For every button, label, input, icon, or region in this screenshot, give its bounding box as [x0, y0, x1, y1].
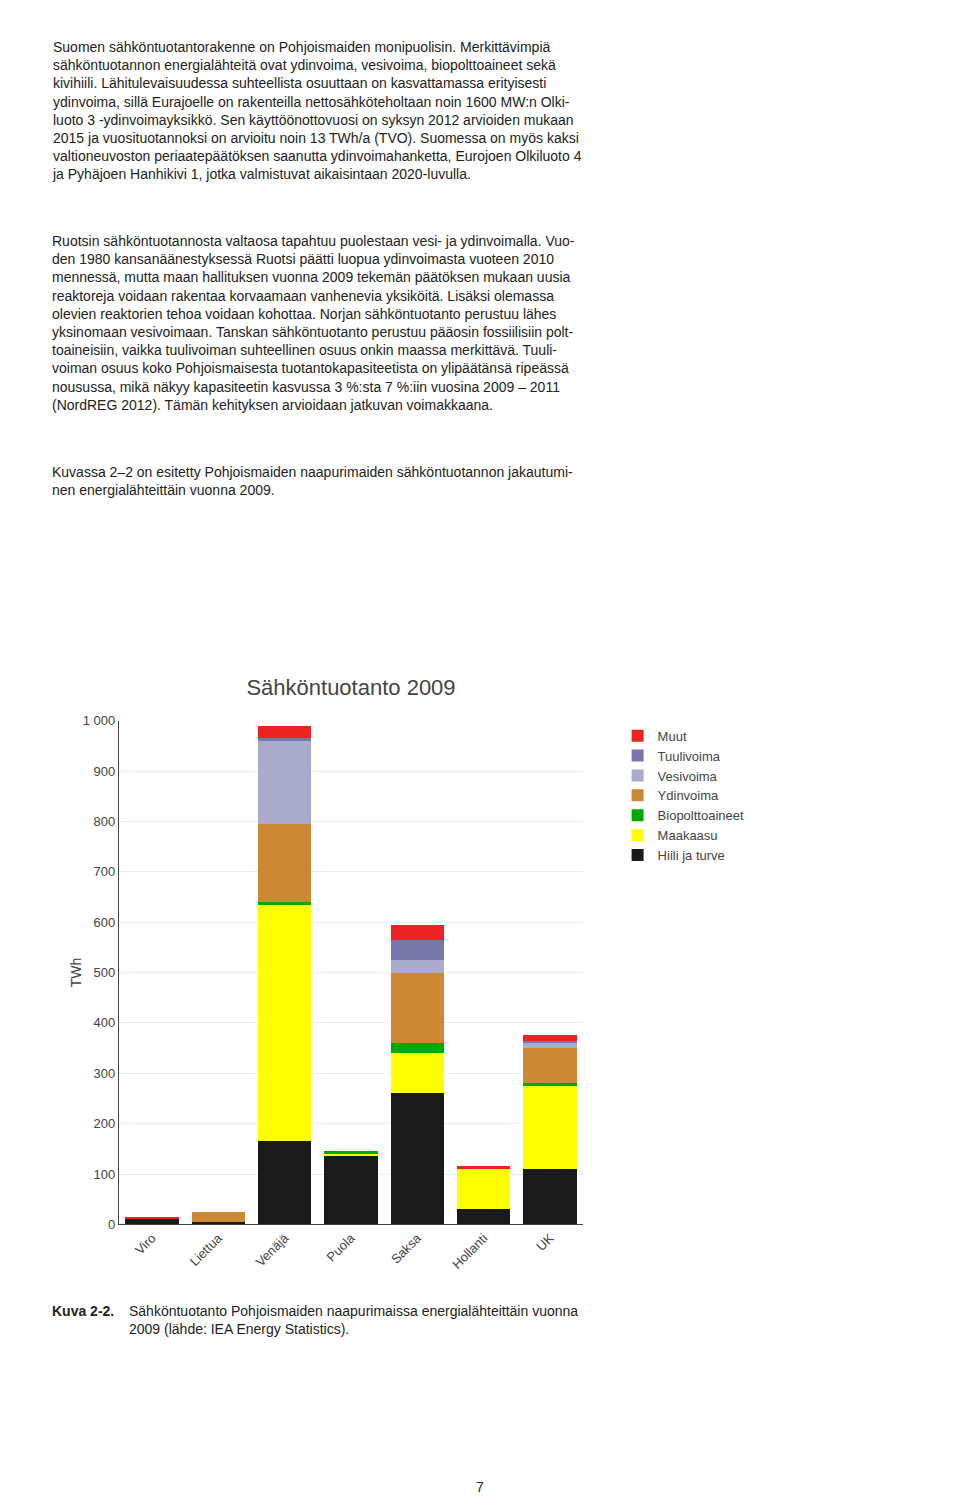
svg-text:1 000: 1 000	[83, 713, 116, 728]
svg-text:800: 800	[93, 814, 115, 829]
svg-text:500: 500	[93, 965, 115, 980]
svg-text:Venäjä: Venäjä	[253, 1230, 292, 1269]
svg-text:Liettua: Liettua	[187, 1230, 226, 1269]
svg-text:Kuva 2-2.: Kuva 2-2.	[52, 1303, 114, 1319]
svg-text:Suomen sähköntuotantorakenne o: Suomen sähköntuotantorakenne on Pohjoism…	[52, 39, 582, 182]
svg-text:200: 200	[93, 1116, 115, 1131]
svg-text:UK: UK	[533, 1230, 557, 1254]
svg-text:Kuvassa 2–2 on esitetty Pohjoi: Kuvassa 2–2 on esitetty Pohjoismaiden na…	[52, 464, 573, 498]
svg-text:700: 700	[93, 864, 115, 879]
svg-text:Maakaasu: Maakaasu	[658, 828, 718, 843]
svg-text:Tuulivoima: Tuulivoima	[658, 749, 721, 764]
svg-text:Sähköntuotanto Pohjoismaiden n: Sähköntuotanto Pohjoismaiden naapurimais…	[129, 1303, 578, 1337]
svg-text:Vesivoima: Vesivoima	[658, 769, 718, 784]
svg-text:100: 100	[93, 1167, 115, 1182]
svg-text:Muut: Muut	[658, 729, 687, 744]
svg-text:Hollanti: Hollanti	[449, 1231, 490, 1272]
svg-text:Ydinvoima: Ydinvoima	[658, 788, 719, 803]
svg-text:TWh: TWh	[68, 958, 84, 988]
svg-text:0: 0	[108, 1217, 115, 1232]
svg-text:Sähköntuotanto 2009: Sähköntuotanto 2009	[246, 675, 455, 700]
svg-text:Puola: Puola	[324, 1230, 359, 1265]
svg-text:900: 900	[93, 764, 115, 779]
svg-text:7: 7	[476, 1479, 484, 1495]
svg-text:300: 300	[93, 1066, 115, 1081]
svg-text:400: 400	[93, 1015, 115, 1030]
svg-text:Ruotsin sähköntuotannosta valt: Ruotsin sähköntuotannosta valtaosa tapah…	[52, 233, 575, 413]
svg-text:Saksa: Saksa	[388, 1230, 425, 1267]
svg-text:Hiili ja turve: Hiili ja turve	[658, 848, 725, 863]
svg-text:600: 600	[93, 915, 115, 930]
svg-text:Biopolttoaineet: Biopolttoaineet	[658, 808, 744, 823]
svg-text:Viro: Viro	[132, 1231, 159, 1258]
